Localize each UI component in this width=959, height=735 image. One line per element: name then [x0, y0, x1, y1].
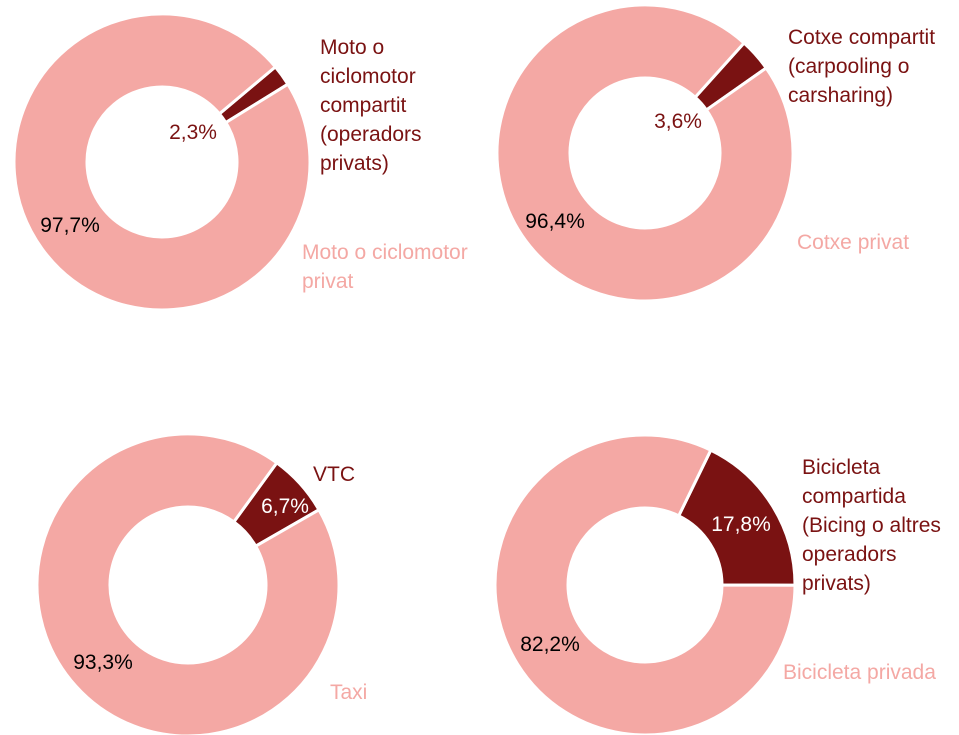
value-label: 96,4% — [525, 210, 585, 233]
category-label: Bicicleta compartida (Bicing o altres op… — [802, 456, 941, 595]
value-label: 17,8% — [711, 513, 771, 536]
category-label: VTC — [313, 463, 355, 486]
value-label: 3,6% — [654, 110, 702, 133]
donut-slice — [676, 448, 797, 587]
value-label: 82,2% — [520, 633, 580, 656]
value-label: 93,3% — [73, 651, 133, 674]
donut-slice — [495, 3, 795, 303]
category-label: Bicicleta privada — [783, 661, 936, 684]
category-label: Taxi — [330, 681, 368, 704]
category-label: Cotxe compartit (carpooling o carsharing… — [788, 26, 936, 107]
donut-slice — [493, 433, 797, 735]
category-label: Moto o ciclomotor compartit (operadors p… — [320, 36, 422, 175]
donut-slice — [12, 12, 312, 312]
category-label: Cotxe privat — [797, 231, 910, 254]
donut-slice — [35, 432, 341, 735]
value-label: 97,7% — [40, 214, 100, 237]
value-label: 6,7% — [261, 495, 309, 518]
value-label: 2,3% — [169, 121, 217, 144]
category-label: Moto o ciclomotor privat — [302, 241, 468, 293]
